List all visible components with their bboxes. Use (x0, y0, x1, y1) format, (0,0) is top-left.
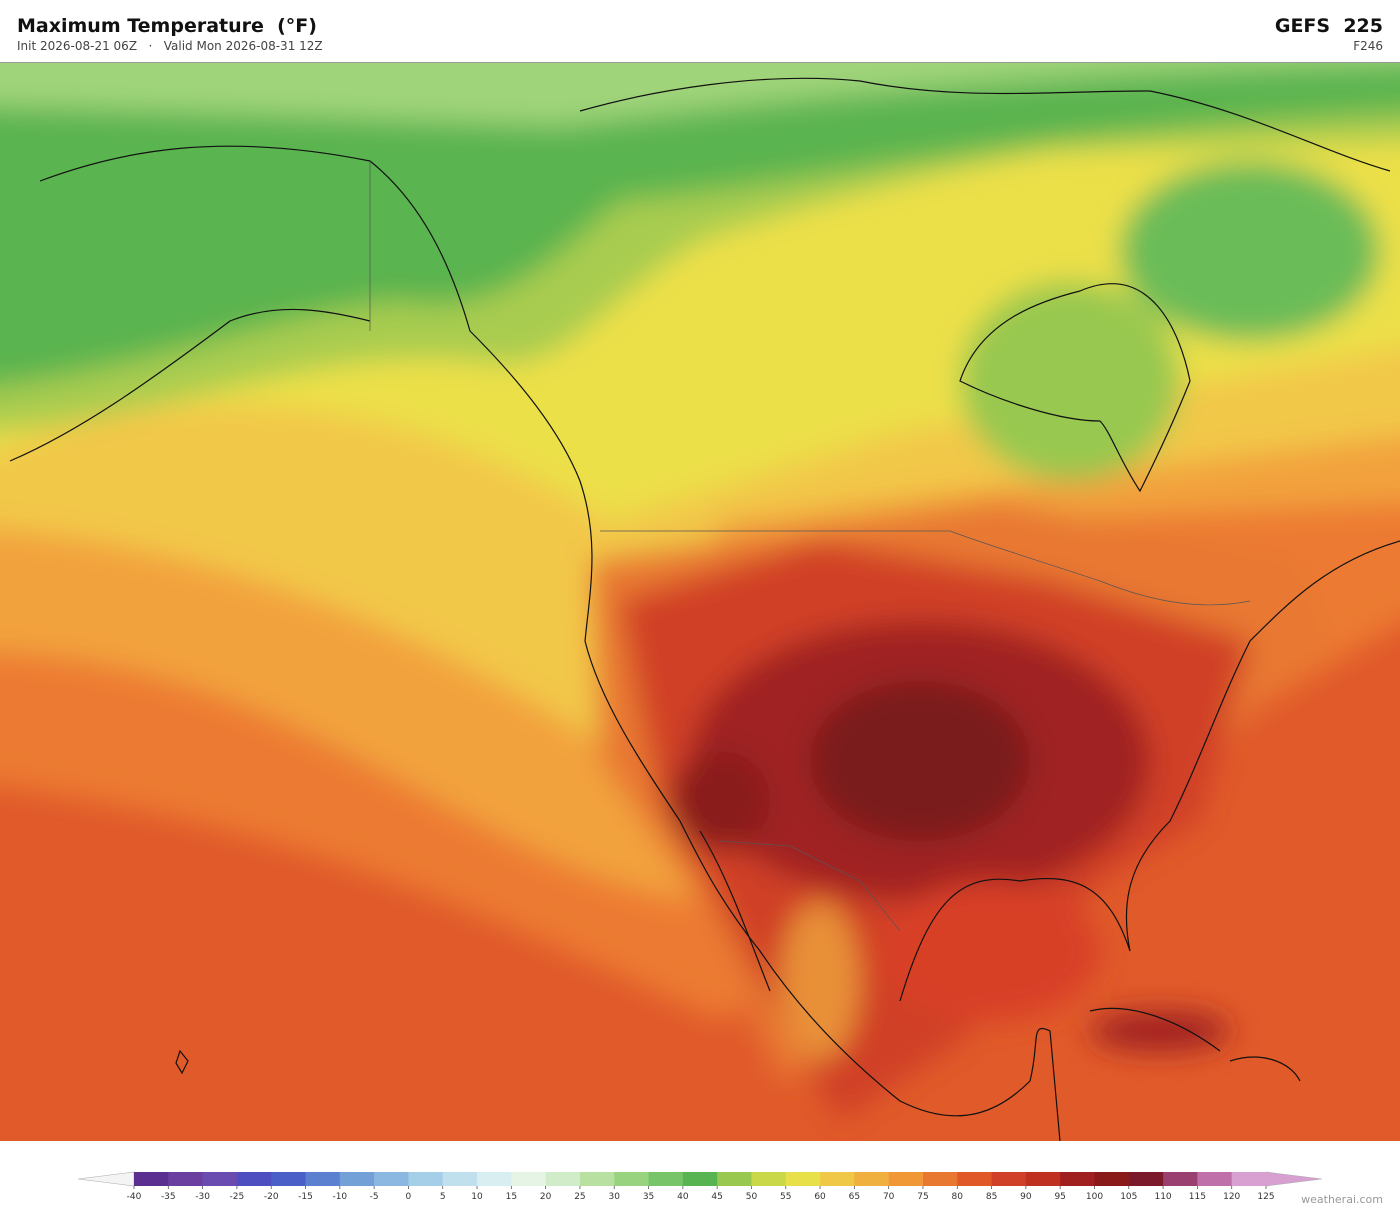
colorbar-segment (991, 1172, 1027, 1186)
colorbar-segment (1197, 1172, 1233, 1186)
colorbar-tick-label: -40 (127, 1192, 142, 1202)
colorbar-tick-label: 15 (506, 1192, 517, 1202)
colorbar-segment (202, 1172, 238, 1186)
colorbar-tick-label: 40 (677, 1192, 689, 1202)
colorbar-tick-label: 10 (471, 1192, 483, 1202)
colorbar-tick-label: 5 (440, 1192, 446, 1202)
temperature-field (0, 63, 1400, 1141)
colorbar-segment (957, 1172, 993, 1186)
colorbar-segment (168, 1172, 204, 1186)
colorbar-segment (682, 1172, 718, 1186)
colorbar-tick-label: 115 (1189, 1192, 1206, 1202)
colorbar-segment (888, 1172, 924, 1186)
colorbar-tick-label: 120 (1223, 1192, 1240, 1202)
colorbar-segment (751, 1172, 787, 1186)
colorbar-tick-label: 70 (883, 1192, 895, 1202)
colorbar-tick-label: 80 (952, 1192, 964, 1202)
colorbar-segment (339, 1172, 375, 1186)
borders (369, 161, 1251, 932)
colorbar-segment (545, 1172, 581, 1186)
colorbar-segment (374, 1172, 409, 1186)
colorbar-segment (408, 1172, 444, 1186)
colorbar-tick-label: -35 (161, 1192, 176, 1202)
colorbar: -40 -35 -30 -25 -20 -15 -10 -5 0 5 10 15 20 25 30 35 40 4… (77, 1171, 1323, 1202)
colorbar-segment (477, 1172, 512, 1186)
colorbar-tick-label: 45 (711, 1192, 722, 1202)
colorbar-tick-label: 90 (1020, 1192, 1032, 1202)
colorbar-segment (614, 1172, 650, 1186)
colorbar-segment (1094, 1172, 1130, 1186)
colorbar-segment (134, 1172, 169, 1186)
model-name: GEFS 225 (1274, 15, 1383, 37)
colorbar-tick-label: 25 (574, 1192, 585, 1202)
colorbar-segment (305, 1172, 341, 1186)
colorbar-tick-label: 50 (746, 1192, 758, 1202)
colorbar-tick-label: 0 (406, 1192, 412, 1202)
colorbar-segment (442, 1172, 478, 1186)
colorbar-segment (579, 1172, 615, 1186)
colorbar-tick-label: 95 (1054, 1192, 1065, 1202)
colorbar-segment (1025, 1172, 1061, 1186)
colorbar-tick-label: 85 (986, 1192, 997, 1202)
colorbar-tick-label: 60 (814, 1192, 826, 1202)
colorbar-segment (648, 1172, 684, 1186)
colorbar-tick-label: -30 (195, 1192, 210, 1202)
colorbar-segment (1163, 1172, 1198, 1186)
colorbar-tick-label: -15 (298, 1192, 313, 1202)
colorbar-tick-label: 65 (849, 1192, 860, 1202)
colorbar-tick-label: 110 (1154, 1192, 1171, 1202)
header: Maximum Temperature (°F) Init 2026-08-21… (0, 0, 1400, 62)
colorbar-segment (785, 1172, 821, 1186)
colorbar-segment (717, 1172, 752, 1186)
colorbar-tick-label: 100 (1086, 1192, 1103, 1202)
colorbar-segment (1128, 1172, 1164, 1186)
colorbar-tick-label: 125 (1257, 1192, 1274, 1202)
colorbar-tick-label: -25 (230, 1192, 245, 1202)
colorbar-segment (271, 1172, 307, 1186)
colorbar-segment (236, 1172, 272, 1186)
colorbar-tick-label: 35 (643, 1192, 654, 1202)
colorbar-segment (1060, 1172, 1095, 1186)
colorbar-segment (511, 1172, 547, 1186)
map-subtitle: Init 2026-08-21 06Z · Valid Mon 2026-08-… (17, 39, 323, 53)
colorbar-extend-low (77, 1171, 135, 1187)
colorbar-tick-label: 105 (1120, 1192, 1137, 1202)
coastline (9, 77, 1400, 1141)
colorbar-tick-label: 55 (780, 1192, 791, 1202)
temperature-map (0, 62, 1400, 1141)
colorbar-segment (922, 1172, 958, 1186)
credit: weatherai.com (1301, 1193, 1383, 1206)
map-title: Maximum Temperature (°F) (17, 15, 317, 37)
colorbar-tick-label: -5 (370, 1192, 379, 1202)
forecast-hour: F246 (1353, 39, 1383, 53)
colorbar-tick-label: 30 (609, 1192, 621, 1202)
colorbar-segment (854, 1172, 890, 1186)
colorbar-extend-high (1265, 1171, 1323, 1187)
colorbar-tick-label: 20 (540, 1192, 552, 1202)
colorbar-tick-label: -10 (332, 1192, 347, 1202)
colorbar-segment (1231, 1172, 1267, 1186)
colorbar-segment (820, 1172, 855, 1186)
colorbar-tick-label: 75 (917, 1192, 928, 1202)
colorbar-tick-label: -20 (264, 1192, 279, 1202)
